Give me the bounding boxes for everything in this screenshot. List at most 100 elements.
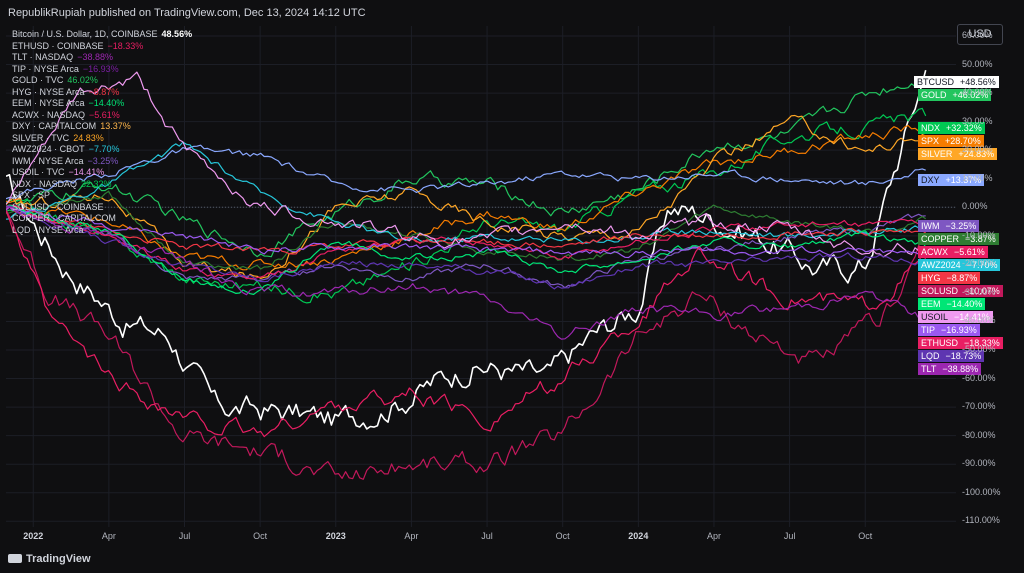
legend-item[interactable]: AWZ2024 · CBOT −7.70% bbox=[12, 144, 192, 156]
price-tag-usoil: USOIL −14.41% bbox=[918, 311, 993, 323]
legend-label: EEM · NYSE Arca bbox=[12, 98, 85, 108]
legend-item[interactable]: COPPER · CAPITALCOM bbox=[12, 213, 192, 225]
legend-item[interactable]: SPX · SP bbox=[12, 190, 192, 202]
legend-value: −14.40% bbox=[88, 98, 125, 108]
price-tag-symbol: BTCUSD bbox=[914, 76, 958, 88]
price-tag-iwm: IWM −3.25% bbox=[918, 220, 980, 232]
x-tick-label: Oct bbox=[555, 531, 570, 541]
price-tag-value: −7.70% bbox=[963, 259, 1001, 271]
price-tag-symbol: NDX bbox=[918, 122, 944, 134]
series-line-copper bbox=[6, 190, 927, 270]
x-tick-label: Oct bbox=[858, 531, 873, 541]
price-tag-symbol: DXY bbox=[918, 174, 943, 186]
legend-item[interactable]: SOLUSD · COINBASE bbox=[12, 202, 192, 214]
legend-value: −7.70% bbox=[88, 144, 120, 154]
legend-item[interactable]: LQD · NYSE Arca bbox=[12, 225, 192, 237]
price-tag-tip: TIP −16.93% bbox=[918, 324, 980, 336]
x-tick-label: 2023 bbox=[325, 531, 346, 541]
price-tag-value: −5.61% bbox=[951, 246, 988, 258]
legend-item[interactable]: IWM · NYSE Arca −3.25% bbox=[12, 156, 192, 168]
y-tick-label: 40.00% bbox=[962, 87, 993, 98]
legend-item[interactable]: HYG · NYSE Arca −8.87% bbox=[12, 87, 192, 99]
legend-item[interactable]: TIP · NYSE Arca −16.93% bbox=[12, 64, 192, 76]
y-tick-label: -10.00% bbox=[962, 229, 996, 240]
tradingview-logo[interactable]: TradingView bbox=[8, 553, 91, 565]
legend-label: TIP · NYSE Arca bbox=[12, 63, 79, 74]
x-tick-label: Jul bbox=[481, 531, 493, 541]
price-tag-symbol: ETHUSD bbox=[918, 337, 962, 349]
price-tag-symbol: USOIL bbox=[918, 311, 952, 323]
legend-label: NDX · NASDAQ bbox=[12, 178, 78, 189]
legend-value: −3.25% bbox=[87, 155, 119, 166]
price-tag-symbol: IWM bbox=[918, 220, 943, 232]
legend-item[interactable]: SILVER · TVC 24.83% bbox=[12, 133, 192, 145]
x-tick-label: 2024 bbox=[628, 531, 649, 541]
series-line-awz2024 bbox=[6, 141, 926, 244]
y-tick-label: -50.00% bbox=[962, 344, 996, 354]
y-tick-label: 30.00% bbox=[962, 115, 993, 126]
legend-label: LQD · NYSE Arca bbox=[12, 224, 84, 235]
price-tag-symbol: ACWX bbox=[918, 246, 951, 258]
price-tag-gold: GOLD +46.02% bbox=[918, 89, 992, 101]
y-tick-label: 20.00% bbox=[962, 144, 993, 155]
price-tag-value: +48.56% bbox=[957, 76, 999, 88]
legend-item[interactable]: USOIL · TVC −14.41% bbox=[12, 167, 192, 179]
legend-label: COPPER · CAPITALCOM bbox=[12, 213, 116, 223]
legend-item[interactable]: ACWX · NASDAQ −5.61% bbox=[12, 110, 192, 122]
legend-value: −8.87% bbox=[88, 86, 120, 97]
price-tag-value: +24.83% bbox=[955, 148, 998, 160]
legend-label: HYG · NYSE Arca bbox=[12, 86, 85, 97]
x-tick-label: Apr bbox=[404, 531, 419, 541]
x-tick-label: Jul bbox=[783, 531, 796, 541]
price-tag-symbol: EEM bbox=[918, 298, 944, 310]
legend-item[interactable]: NDX · NASDAQ 32.32% bbox=[12, 179, 192, 191]
legend-label: SOLUSD · COINBASE bbox=[12, 201, 104, 212]
series-line-ethusd bbox=[6, 210, 927, 438]
price-tag-value: −3.87% bbox=[962, 233, 999, 245]
price-tag-symbol: SOLUSD bbox=[918, 285, 962, 297]
chart-plot-area[interactable] bbox=[6, 26, 956, 527]
price-tag-value: −18.33% bbox=[961, 337, 1003, 349]
price-tag-silver: SILVER +24.83% bbox=[918, 148, 998, 160]
y-tick-label: 0.00% bbox=[962, 201, 988, 212]
price-tag-solusd: SOLUSD −10.07% bbox=[918, 285, 1003, 297]
legend-item[interactable]: ETHUSD · COINBASE −18.33% bbox=[12, 41, 192, 53]
price-tag-value: −14.40% bbox=[943, 298, 986, 310]
price-tag-ethusd: ETHUSD −18.33% bbox=[918, 337, 1003, 349]
brand-name: TradingView bbox=[26, 553, 91, 565]
price-tag-spx: SPX +28.70% bbox=[918, 135, 984, 147]
legend-value: −38.88% bbox=[77, 52, 113, 62]
currency-button[interactable]: USD bbox=[957, 24, 1003, 45]
price-tag-value: +46.02% bbox=[949, 89, 992, 101]
price-tag-dxy: DXY +13.37% bbox=[918, 174, 985, 186]
series-line-btcusd bbox=[6, 69, 927, 430]
x-tick-label: Apr bbox=[101, 531, 116, 541]
legend-value: −5.61% bbox=[89, 109, 120, 120]
legend-value: −16.93% bbox=[82, 63, 119, 74]
series-line-usoil bbox=[6, 71, 927, 258]
legend-label: USOIL · TVC bbox=[12, 167, 65, 177]
price-tag-symbol: COPPER bbox=[918, 233, 963, 245]
y-tick-label: -90.00% bbox=[962, 458, 996, 469]
legend-item[interactable]: TLT · NASDAQ −38.88% bbox=[12, 52, 192, 64]
x-tick-label: Apr bbox=[706, 531, 721, 541]
price-tag-value: +13.37% bbox=[942, 174, 985, 186]
legend-value: 13.37% bbox=[100, 121, 131, 131]
price-tag-symbol: SILVER bbox=[918, 148, 956, 160]
legend-label: AWZ2024 · CBOT bbox=[12, 144, 85, 154]
price-tag-value: −3.25% bbox=[942, 220, 980, 232]
price-tag-eem: EEM −14.40% bbox=[918, 298, 986, 310]
x-tick-label: Oct bbox=[253, 531, 268, 541]
legend-item[interactable]: Bitcoin / U.S. Dollar, 1D, COINBASE 48.56… bbox=[12, 29, 192, 41]
y-tick-label: -110.00% bbox=[962, 515, 1000, 526]
legend-item[interactable]: DXY · CAPITALCOM 13.37% bbox=[12, 121, 192, 133]
price-tag-acwx: ACWX −5.61% bbox=[918, 246, 988, 258]
publisher-caption: RepublikRupiah published on TradingView.… bbox=[8, 7, 366, 19]
y-tick-label: -40.00% bbox=[962, 315, 996, 326]
price-tag-value: −16.93% bbox=[938, 324, 980, 336]
legend-item[interactable]: EEM · NYSE Arca −14.40% bbox=[12, 98, 192, 110]
legend-item[interactable]: GOLD · TVC 46.02% bbox=[12, 75, 192, 87]
bottom-bar bbox=[0, 548, 1024, 573]
price-tag-symbol: HYG bbox=[918, 272, 944, 284]
price-tag-value: +32.32% bbox=[943, 122, 985, 134]
